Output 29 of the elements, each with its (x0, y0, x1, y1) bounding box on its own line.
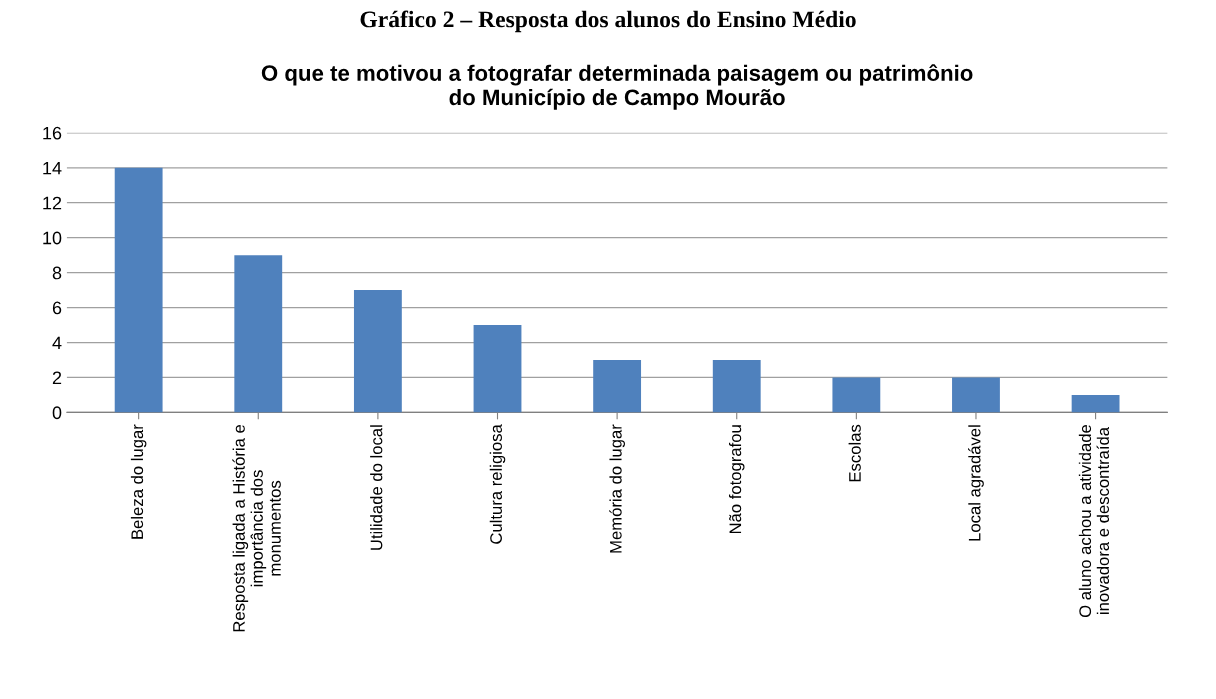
x-tick-label: Escolas (848, 424, 861, 482)
y-tick-label: 16 (43, 126, 62, 140)
y-tick-label: 12 (43, 196, 62, 210)
y-tick-label: 8 (52, 266, 62, 280)
y-tick-label: 10 (43, 231, 62, 245)
x-tick-label: Local agradável (968, 425, 984, 541)
bar (234, 255, 283, 413)
chart-title: O que te motivou a fotografar determinada paisagem ou patrimônio do Município de Campo Mourão (261, 64, 973, 110)
bar (952, 377, 1000, 413)
y-tick-label: 0 (52, 406, 62, 420)
bar (114, 167, 163, 413)
x-tick-label: Não fotografou (728, 425, 745, 534)
x-tick-label: O aluno achou a atividade inovadora e descontraída (1078, 424, 1110, 618)
x-tick-label: Cultura religiosa (489, 424, 506, 544)
bar (1071, 394, 1120, 413)
bar (712, 359, 761, 413)
bar (593, 359, 642, 413)
x-tick-label: Resposta ligada a História e importância dos monumentos (232, 424, 281, 632)
x-tick-label: Memória do lugar (609, 424, 625, 553)
bar (473, 325, 522, 413)
bar (832, 377, 881, 413)
y-tick-label: 2 (52, 371, 62, 384)
x-tick-label: Utilidade do local (370, 425, 383, 550)
y-tick-label: 6 (52, 301, 62, 315)
y-tick-label: 4 (52, 336, 62, 350)
bar (353, 290, 402, 413)
y-tick-label: 14 (43, 161, 62, 175)
x-tick-label: Beleza do lugar (130, 424, 147, 539)
text: Gráfico 2 – Resposta dos alunos do Ensino Médio (360, 10, 856, 33)
